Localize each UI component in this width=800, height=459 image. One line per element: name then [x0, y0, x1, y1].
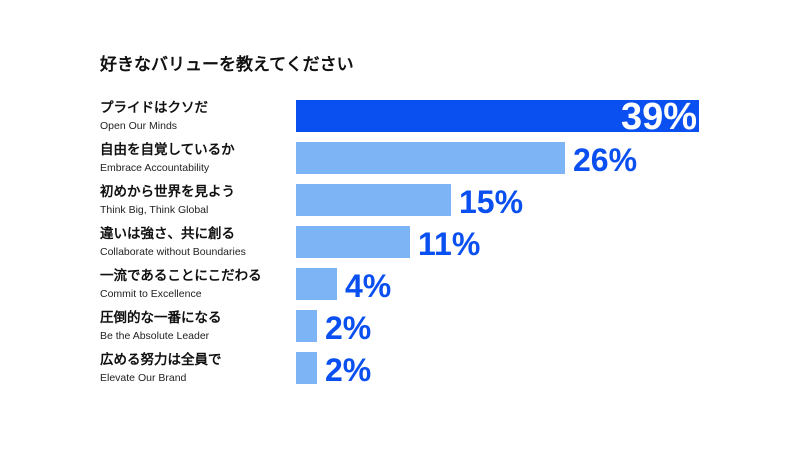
- category-label-en: Collaborate without Boundaries: [100, 246, 246, 258]
- category-label-en: Commit to Excellence: [100, 288, 202, 300]
- category-label-en: Be the Absolute Leader: [100, 330, 210, 342]
- bar-value-label: 11%: [418, 226, 480, 262]
- bar-rows: プライドはクソだ Open Our Minds 39% 自由を自覚しているか Embra…: [100, 96, 699, 388]
- category-label-ja: 初めから世界を見よう: [100, 183, 235, 200]
- category-label-ja: 広める努力は全員で: [100, 351, 222, 368]
- category-label-ja: 圧倒的な一番になる: [100, 309, 222, 326]
- category-label-en: Open Our Minds: [100, 120, 177, 132]
- bar-value-label: 2%: [325, 352, 371, 388]
- bar: [296, 184, 451, 216]
- category-label-ja: 自由を自覚しているか: [100, 141, 235, 158]
- bar-value-label: 4%: [345, 268, 391, 304]
- bar: [296, 352, 317, 384]
- category-label-ja: 違いは強さ、共に創る: [100, 225, 235, 242]
- category-label-ja: プライドはクソだ: [100, 100, 208, 116]
- bar-value-label: 26%: [573, 142, 637, 178]
- category-label-en: Elevate Our Brand: [100, 372, 187, 384]
- bar: [296, 142, 565, 174]
- category-label-en: Think Big, Think Global: [100, 204, 208, 216]
- bar-value-label: 39%: [621, 96, 697, 138]
- chart-title: 好きなバリューを教えてください: [99, 54, 354, 75]
- category-label-ja: 一流であることにこだわる: [100, 267, 262, 284]
- bar: [296, 100, 699, 132]
- bar: [296, 310, 317, 342]
- bar: [296, 268, 337, 300]
- category-label-en: Embrace Accountability: [100, 162, 210, 174]
- bar-value-label: 2%: [325, 310, 371, 346]
- bar-value-label: 15%: [459, 184, 523, 220]
- bar: [296, 226, 410, 258]
